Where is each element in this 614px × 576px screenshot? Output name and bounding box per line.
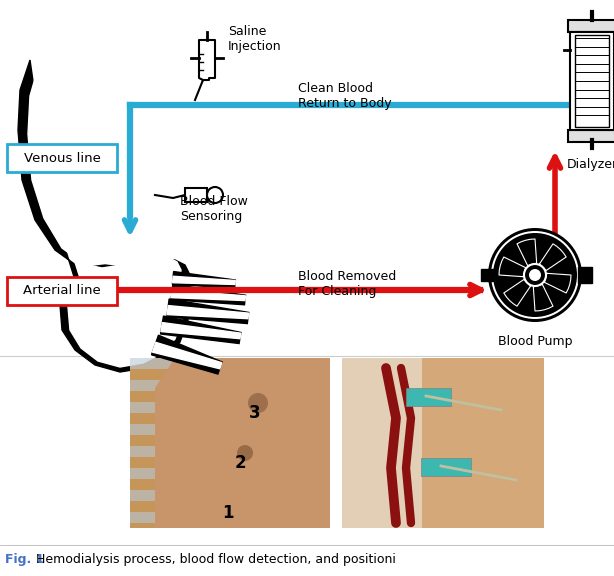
Bar	[481, 269, 493, 281]
Polygon shape	[171, 290, 246, 301]
Text: Blood Flow
Sensoring: Blood Flow Sensoring	[180, 195, 248, 223]
Polygon shape	[167, 299, 249, 324]
Polygon shape	[28, 68, 181, 330]
Circle shape	[491, 231, 579, 319]
Text: Clean Blood
Return to Body: Clean Blood Return to Body	[298, 82, 392, 110]
Text: 1: 1	[222, 504, 234, 522]
Circle shape	[529, 269, 541, 281]
Bar	[342, 358, 422, 528]
Bar	[130, 380, 185, 391]
Polygon shape	[173, 276, 235, 285]
FancyBboxPatch shape	[7, 277, 117, 305]
Polygon shape	[199, 40, 215, 80]
Bar	[130, 358, 185, 369]
Polygon shape	[499, 257, 526, 276]
Bar	[130, 358, 330, 528]
Polygon shape	[18, 60, 190, 338]
Bar	[130, 424, 185, 435]
Text: Fig. 1: Fig. 1	[5, 554, 44, 567]
Circle shape	[237, 445, 253, 461]
Circle shape	[493, 233, 577, 317]
Text: Hemodialysis process, blood flow detection, and positioni: Hemodialysis process, blood flow detecti…	[36, 554, 396, 567]
Polygon shape	[152, 342, 222, 369]
Polygon shape	[517, 239, 537, 266]
Bar	[130, 446, 185, 457]
Bar	[575, 35, 609, 127]
Bar	[130, 512, 185, 523]
Text: Saline
Injection: Saline Injection	[228, 25, 282, 53]
Polygon shape	[160, 316, 241, 343]
Bar	[130, 468, 185, 479]
Polygon shape	[60, 265, 188, 372]
Bar	[406, 388, 451, 406]
Text: 2: 2	[234, 454, 246, 472]
Polygon shape	[534, 285, 553, 311]
Bar	[185, 188, 207, 202]
Circle shape	[488, 228, 582, 322]
Polygon shape	[167, 306, 249, 319]
Text: Blood Removed
For Cleaning: Blood Removed For Cleaning	[298, 270, 396, 298]
Polygon shape	[68, 268, 182, 367]
Bar	[570, 32, 614, 130]
Polygon shape	[171, 284, 246, 305]
Polygon shape	[173, 271, 235, 288]
Polygon shape	[540, 244, 566, 271]
Text: Arterial line: Arterial line	[23, 285, 101, 297]
Bar	[130, 490, 185, 501]
Polygon shape	[155, 358, 330, 528]
Bar	[568, 130, 614, 142]
Polygon shape	[161, 323, 241, 339]
Circle shape	[248, 393, 268, 413]
Polygon shape	[152, 335, 222, 374]
Text: Blood Pump: Blood Pump	[498, 335, 572, 348]
Circle shape	[524, 264, 546, 286]
Circle shape	[207, 187, 223, 203]
Text: Dialyzer: Dialyzer	[567, 158, 614, 171]
Bar	[130, 402, 185, 413]
Bar	[578, 267, 592, 283]
FancyBboxPatch shape	[7, 144, 117, 172]
Text: Venous line: Venous line	[23, 151, 101, 165]
Text: 3: 3	[249, 404, 261, 422]
Polygon shape	[545, 274, 571, 293]
Bar	[342, 358, 544, 528]
Bar	[421, 458, 471, 476]
Bar	[568, 20, 614, 32]
Polygon shape	[504, 279, 530, 306]
